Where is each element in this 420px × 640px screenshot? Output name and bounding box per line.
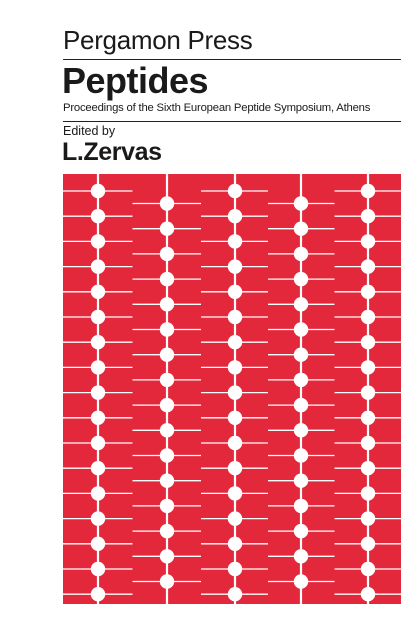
chain-bead — [159, 498, 175, 514]
chain-bead — [90, 360, 106, 375]
edited-by-label: Edited by — [63, 124, 116, 138]
chain-bead — [227, 309, 243, 325]
chain-bead — [360, 183, 376, 199]
chain-bead — [293, 322, 309, 337]
chain-bead — [227, 385, 243, 400]
chain-bead — [360, 461, 376, 476]
chain-bead — [90, 259, 106, 274]
chain-bead — [159, 347, 175, 362]
rule-middle — [63, 121, 401, 122]
chain-bead — [90, 385, 106, 400]
chain-bead — [90, 284, 106, 299]
chain-bead — [227, 435, 243, 451]
chain-bead — [360, 259, 376, 274]
chain-bead — [360, 360, 376, 375]
chain-bead — [360, 536, 376, 551]
chain-bead — [90, 511, 106, 526]
chain-bead — [159, 574, 175, 589]
chain-bead — [90, 486, 106, 501]
chain-bead — [293, 271, 309, 287]
chain-bead — [360, 435, 376, 451]
book-title: Peptides — [62, 60, 209, 101]
chain-bead — [227, 335, 243, 350]
chain-bead — [293, 347, 309, 362]
publisher-name: Pergamon Press — [63, 25, 253, 55]
chain-bead — [227, 183, 243, 199]
chain-bead — [227, 209, 243, 224]
chain-bead — [90, 536, 106, 551]
chain-bead — [360, 486, 376, 501]
chain-bead — [159, 297, 175, 312]
chain-bead — [293, 549, 309, 564]
chain-bead — [159, 523, 175, 539]
chain-bead — [159, 322, 175, 337]
chain-bead — [159, 423, 175, 438]
chain-bead — [227, 360, 243, 375]
chain-bead — [227, 284, 243, 299]
chain-bead — [159, 271, 175, 287]
chain-bead — [293, 574, 309, 589]
chain-bead — [360, 209, 376, 224]
editor-name: L.Zervas — [62, 138, 162, 166]
chain-bead — [293, 372, 309, 388]
chain-bead — [293, 397, 309, 413]
chain-bead — [90, 335, 106, 350]
chain-bead — [360, 309, 376, 325]
chain-bead — [360, 234, 376, 249]
chain-bead — [227, 486, 243, 501]
chain-bead — [227, 461, 243, 476]
chain-bead — [360, 284, 376, 299]
chain-bead — [90, 309, 106, 325]
chain-bead — [90, 461, 106, 476]
chain-bead — [90, 410, 106, 425]
chain-bead — [159, 372, 175, 388]
chain-bead — [90, 587, 106, 602]
chain-bead — [360, 335, 376, 350]
chain-bead — [159, 397, 175, 413]
chain-bead — [90, 561, 106, 577]
chain-bead — [90, 183, 106, 199]
chain-bead — [293, 196, 309, 211]
chain-bead — [360, 587, 376, 602]
chain-bead — [227, 561, 243, 577]
chain-bead — [227, 259, 243, 274]
chain-bead — [159, 473, 175, 488]
chain-bead — [159, 549, 175, 564]
book-subtitle: Proceedings of the Sixth European Peptid… — [63, 102, 371, 114]
chain-bead — [293, 246, 309, 262]
chain-bead — [90, 234, 106, 249]
chain-bead — [293, 297, 309, 312]
chain-bead — [293, 523, 309, 539]
chain-bead — [159, 196, 175, 211]
chain-bead — [227, 536, 243, 551]
chain-bead — [293, 423, 309, 438]
rule-top — [63, 59, 401, 60]
chain-bead — [159, 246, 175, 262]
chain-bead — [360, 410, 376, 425]
chain-bead — [293, 448, 309, 463]
peptide-chain-artwork — [63, 174, 401, 604]
chain-bead — [293, 221, 309, 236]
chain-bead — [90, 209, 106, 224]
chain-bead — [360, 511, 376, 526]
chain-bead — [227, 234, 243, 249]
chain-bead — [227, 511, 243, 526]
chain-bead — [227, 410, 243, 425]
chain-bead — [293, 498, 309, 514]
chain-bead — [159, 448, 175, 463]
chain-bead — [293, 473, 309, 488]
chain-bead — [159, 221, 175, 236]
chain-bead — [227, 587, 243, 602]
chain-bead — [90, 435, 106, 451]
chain-bead — [360, 385, 376, 400]
chain-bead — [360, 561, 376, 577]
